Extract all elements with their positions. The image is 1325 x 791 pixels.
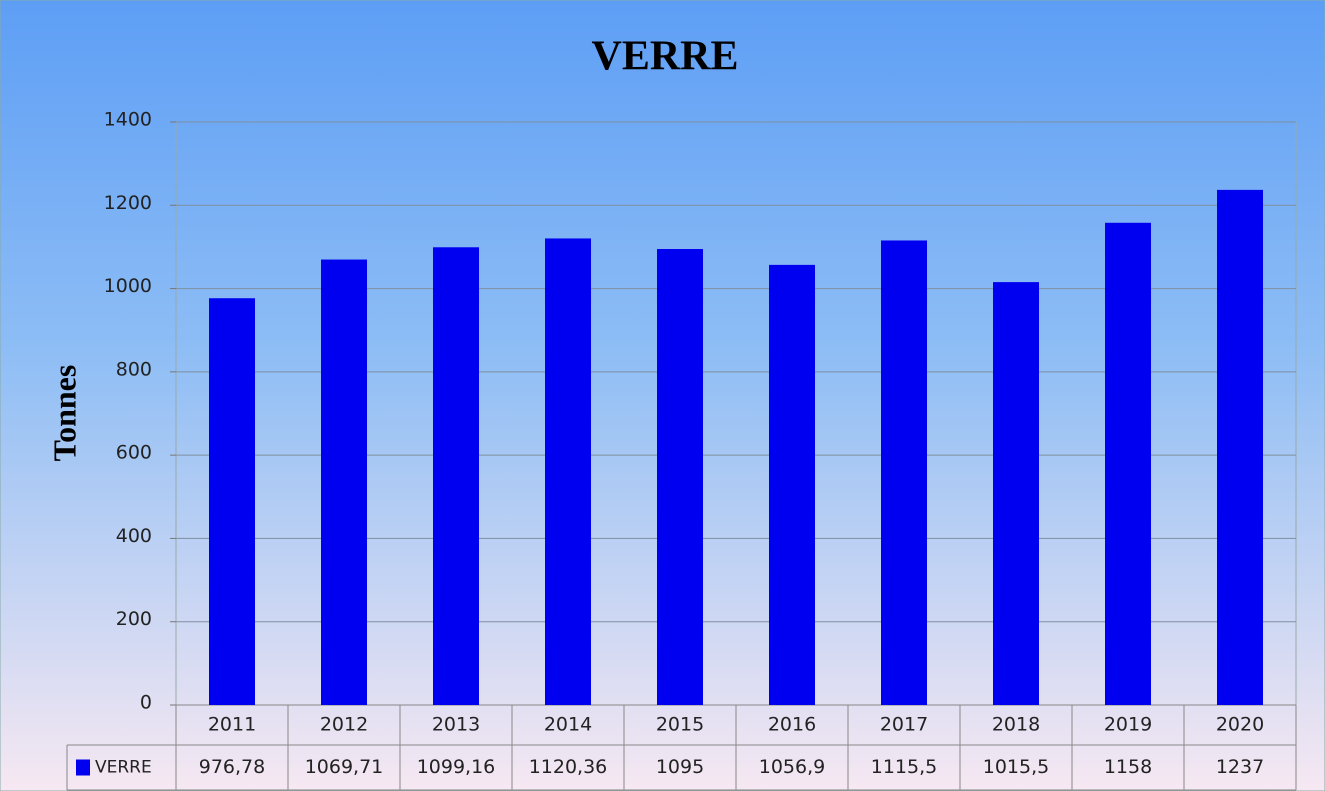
- bar: [657, 249, 703, 705]
- y-tick-label: 1400: [104, 109, 152, 131]
- x-tick-label: 2015: [656, 714, 704, 736]
- y-tick-label: 1000: [104, 275, 152, 297]
- bar: [1105, 222, 1151, 706]
- bar: [545, 238, 591, 706]
- bar: [209, 298, 255, 705]
- value-label: 976,78: [199, 756, 265, 778]
- chart-title: VERRE: [591, 34, 738, 80]
- x-tick-label: 2019: [1104, 714, 1152, 736]
- x-tick-label: 2011: [208, 714, 256, 736]
- value-label: 1115,5: [871, 756, 937, 778]
- value-label: 1056,9: [759, 756, 825, 778]
- value-label: 1158: [1104, 756, 1152, 778]
- x-tick-label: 2013: [432, 714, 480, 736]
- bar: [321, 259, 367, 705]
- x-tick-label: 2014: [544, 714, 592, 736]
- x-tick-label: 2018: [992, 714, 1040, 736]
- x-tick-label: 2020: [1216, 714, 1264, 736]
- bar: [1217, 189, 1263, 705]
- bar: [433, 247, 479, 705]
- x-tick-label: 2016: [768, 714, 816, 736]
- bar: [881, 240, 927, 705]
- y-tick-label: 200: [116, 608, 152, 630]
- legend-label: VERRE: [95, 758, 152, 778]
- bar: [769, 264, 815, 705]
- y-tick-label: 1200: [104, 192, 152, 214]
- value-label: 1120,36: [529, 756, 608, 778]
- value-label: 1015,5: [983, 756, 1049, 778]
- value-label: 1095: [656, 756, 704, 778]
- legend-key: [76, 759, 90, 776]
- x-tick-label: 2012: [320, 714, 368, 736]
- y-tick-label: 600: [116, 442, 152, 464]
- value-label: 1237: [1216, 756, 1264, 778]
- y-tick-label: 800: [116, 358, 152, 380]
- x-tick-label: 2017: [880, 714, 928, 736]
- value-label: 1099,16: [417, 756, 496, 778]
- y-tick-label: 400: [116, 525, 152, 547]
- bar: [993, 282, 1039, 705]
- value-label: 1069,71: [305, 756, 384, 778]
- y-axis-label: Tonnes: [46, 365, 82, 462]
- y-tick-label: 0: [140, 692, 152, 714]
